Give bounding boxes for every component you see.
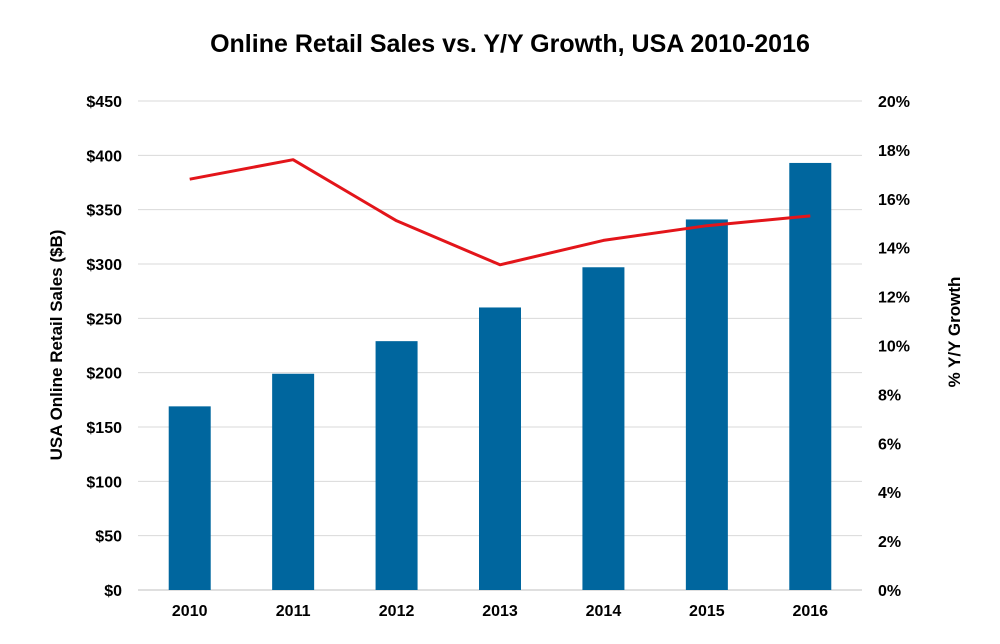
left-tick-label: $0 bbox=[104, 583, 122, 600]
right-tick-label: 8% bbox=[878, 387, 901, 404]
right-tick-label: 12% bbox=[878, 290, 910, 307]
x-axis-ticks: 2010 2011 2012 2013 2014 2015 2016 bbox=[172, 603, 828, 620]
right-tick-label: 4% bbox=[878, 485, 901, 502]
bar-2016 bbox=[789, 162, 832, 590]
growth-line bbox=[189, 158, 811, 267]
left-tick-label: $300 bbox=[86, 257, 122, 274]
right-axis-ticks: 0% 2% 4% 6% 8% 10% 12% 14% 16% 18% 20% bbox=[878, 94, 910, 600]
left-tick-label: $50 bbox=[95, 529, 122, 546]
chart-title: Online Retail Sales vs. Y/Y Growth, USA … bbox=[210, 30, 810, 58]
x-tick-label: 2013 bbox=[482, 603, 518, 620]
left-tick-label: $400 bbox=[86, 148, 122, 165]
left-tick-label: $200 bbox=[86, 366, 122, 383]
left-tick-label: $150 bbox=[86, 420, 122, 437]
left-axis-ticks: $0 $50 $100 $150 $200 $250 $300 $350 $400 $450 bbox=[86, 94, 122, 600]
x-tick-label: 2012 bbox=[379, 603, 415, 620]
right-tick-label: 20% bbox=[878, 94, 910, 111]
x-tick-label: 2011 bbox=[276, 603, 311, 620]
right-tick-label: 16% bbox=[878, 192, 910, 209]
left-tick-label: $350 bbox=[86, 203, 122, 220]
growth-line-series bbox=[189, 158, 811, 267]
right-tick-label: 2% bbox=[878, 534, 901, 551]
bar-2011 bbox=[272, 373, 315, 590]
right-tick-label: 0% bbox=[878, 583, 901, 600]
x-tick-label: 2014 bbox=[586, 603, 622, 620]
right-tick-label: 10% bbox=[878, 339, 910, 356]
bar-2013 bbox=[479, 307, 521, 590]
right-tick-label: 14% bbox=[878, 241, 910, 258]
bar-2014 bbox=[582, 267, 625, 590]
right-tick-label: 6% bbox=[878, 436, 901, 453]
left-tick-label: $250 bbox=[86, 311, 122, 328]
bar-2010 bbox=[168, 406, 211, 590]
left-axis-title: USA Online Retail Sales ($B) bbox=[47, 230, 66, 461]
bar-series bbox=[168, 162, 832, 591]
bar-2015 bbox=[685, 219, 728, 591]
x-tick-label: 2010 bbox=[172, 603, 208, 620]
left-tick-label: $100 bbox=[86, 474, 122, 491]
left-tick-label: $450 bbox=[86, 94, 122, 111]
right-axis-title: % Y/Y Growth bbox=[945, 277, 964, 388]
right-tick-label: 18% bbox=[878, 143, 910, 160]
bar-2012 bbox=[375, 341, 418, 590]
x-tick-label: 2015 bbox=[689, 603, 725, 620]
x-tick-label: 2016 bbox=[792, 603, 828, 620]
